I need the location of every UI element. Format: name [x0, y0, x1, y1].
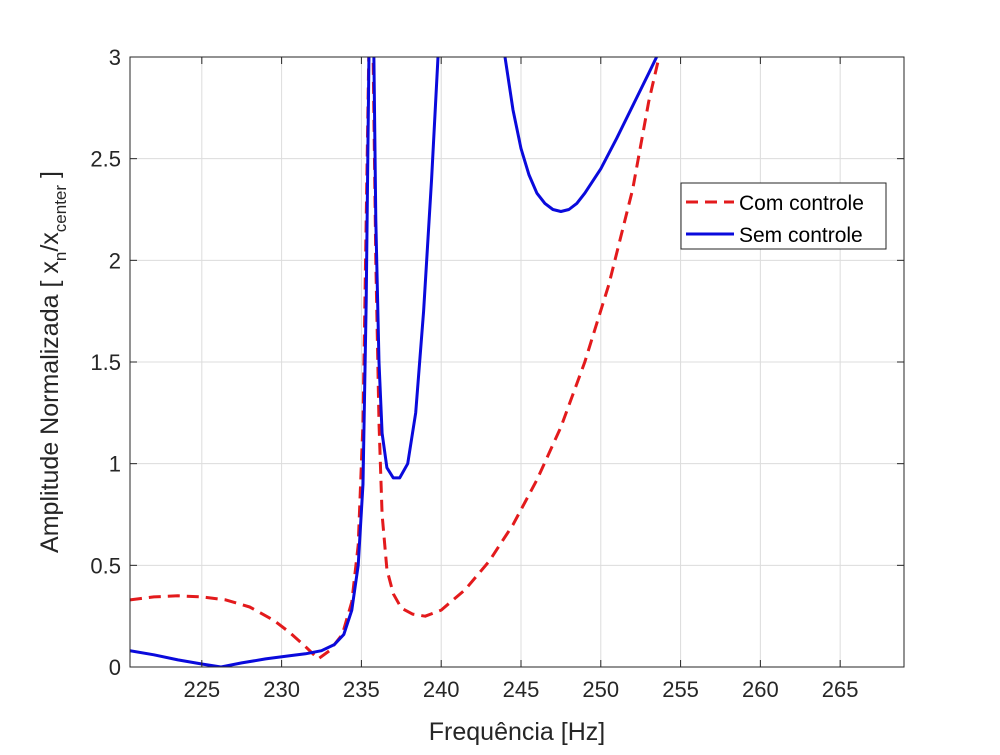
- legend: Com controle Sem controle: [680, 182, 887, 250]
- x-tick-label-265: 265: [822, 677, 859, 702]
- y-tick-label-2: 2: [109, 248, 121, 273]
- x-axis-label: Frequência [Hz]: [429, 718, 605, 746]
- y-axis-label-group: Amplitude Normalizada [ xn/xcenter ]: [36, 171, 70, 553]
- series-layer: [130, 57, 661, 667]
- x-tick-label-235: 235: [343, 677, 380, 702]
- legend-label-sem-controle: Sem controle: [739, 224, 863, 247]
- x-tick-label-230: 230: [263, 677, 300, 702]
- legend-box: [680, 182, 887, 250]
- x-tick-label-260: 260: [742, 677, 779, 702]
- y-tick-label-0_5: 0.5: [90, 553, 121, 578]
- y-tick-label-3: 3: [109, 45, 121, 70]
- x-tick-label-250: 250: [582, 677, 619, 702]
- y-axis-label-mid: /x: [36, 232, 64, 252]
- x-tick-label-240: 240: [423, 677, 460, 702]
- y-tick-label-0: 0: [109, 655, 121, 680]
- ticks: 225 230 235 240 245 250 255 260 265 0 0.5 1 1.5 2 2.5 3: [90, 45, 904, 702]
- y-tick-label-2_5: 2.5: [90, 147, 121, 172]
- series-line-sem-controle: [130, 57, 658, 667]
- grid: [130, 56, 904, 668]
- x-tick-label-245: 245: [503, 677, 540, 702]
- y-axis-label-main: Amplitude Normalizada [ x: [36, 261, 64, 553]
- x-tick-label-255: 255: [662, 677, 699, 702]
- y-tick-label-1: 1: [109, 452, 121, 477]
- x-tick-label-225: 225: [183, 677, 220, 702]
- legend-label-com-controle: Com controle: [739, 192, 864, 215]
- y-axis-label-end: ]: [36, 171, 64, 185]
- y-axis-label: Amplitude Normalizada [ xn/xcenter ]: [36, 171, 70, 553]
- y-axis-label-sub-n: n: [51, 252, 70, 261]
- y-tick-label-1_5: 1.5: [90, 350, 121, 375]
- y-axis-label-sub-center: center: [51, 185, 70, 233]
